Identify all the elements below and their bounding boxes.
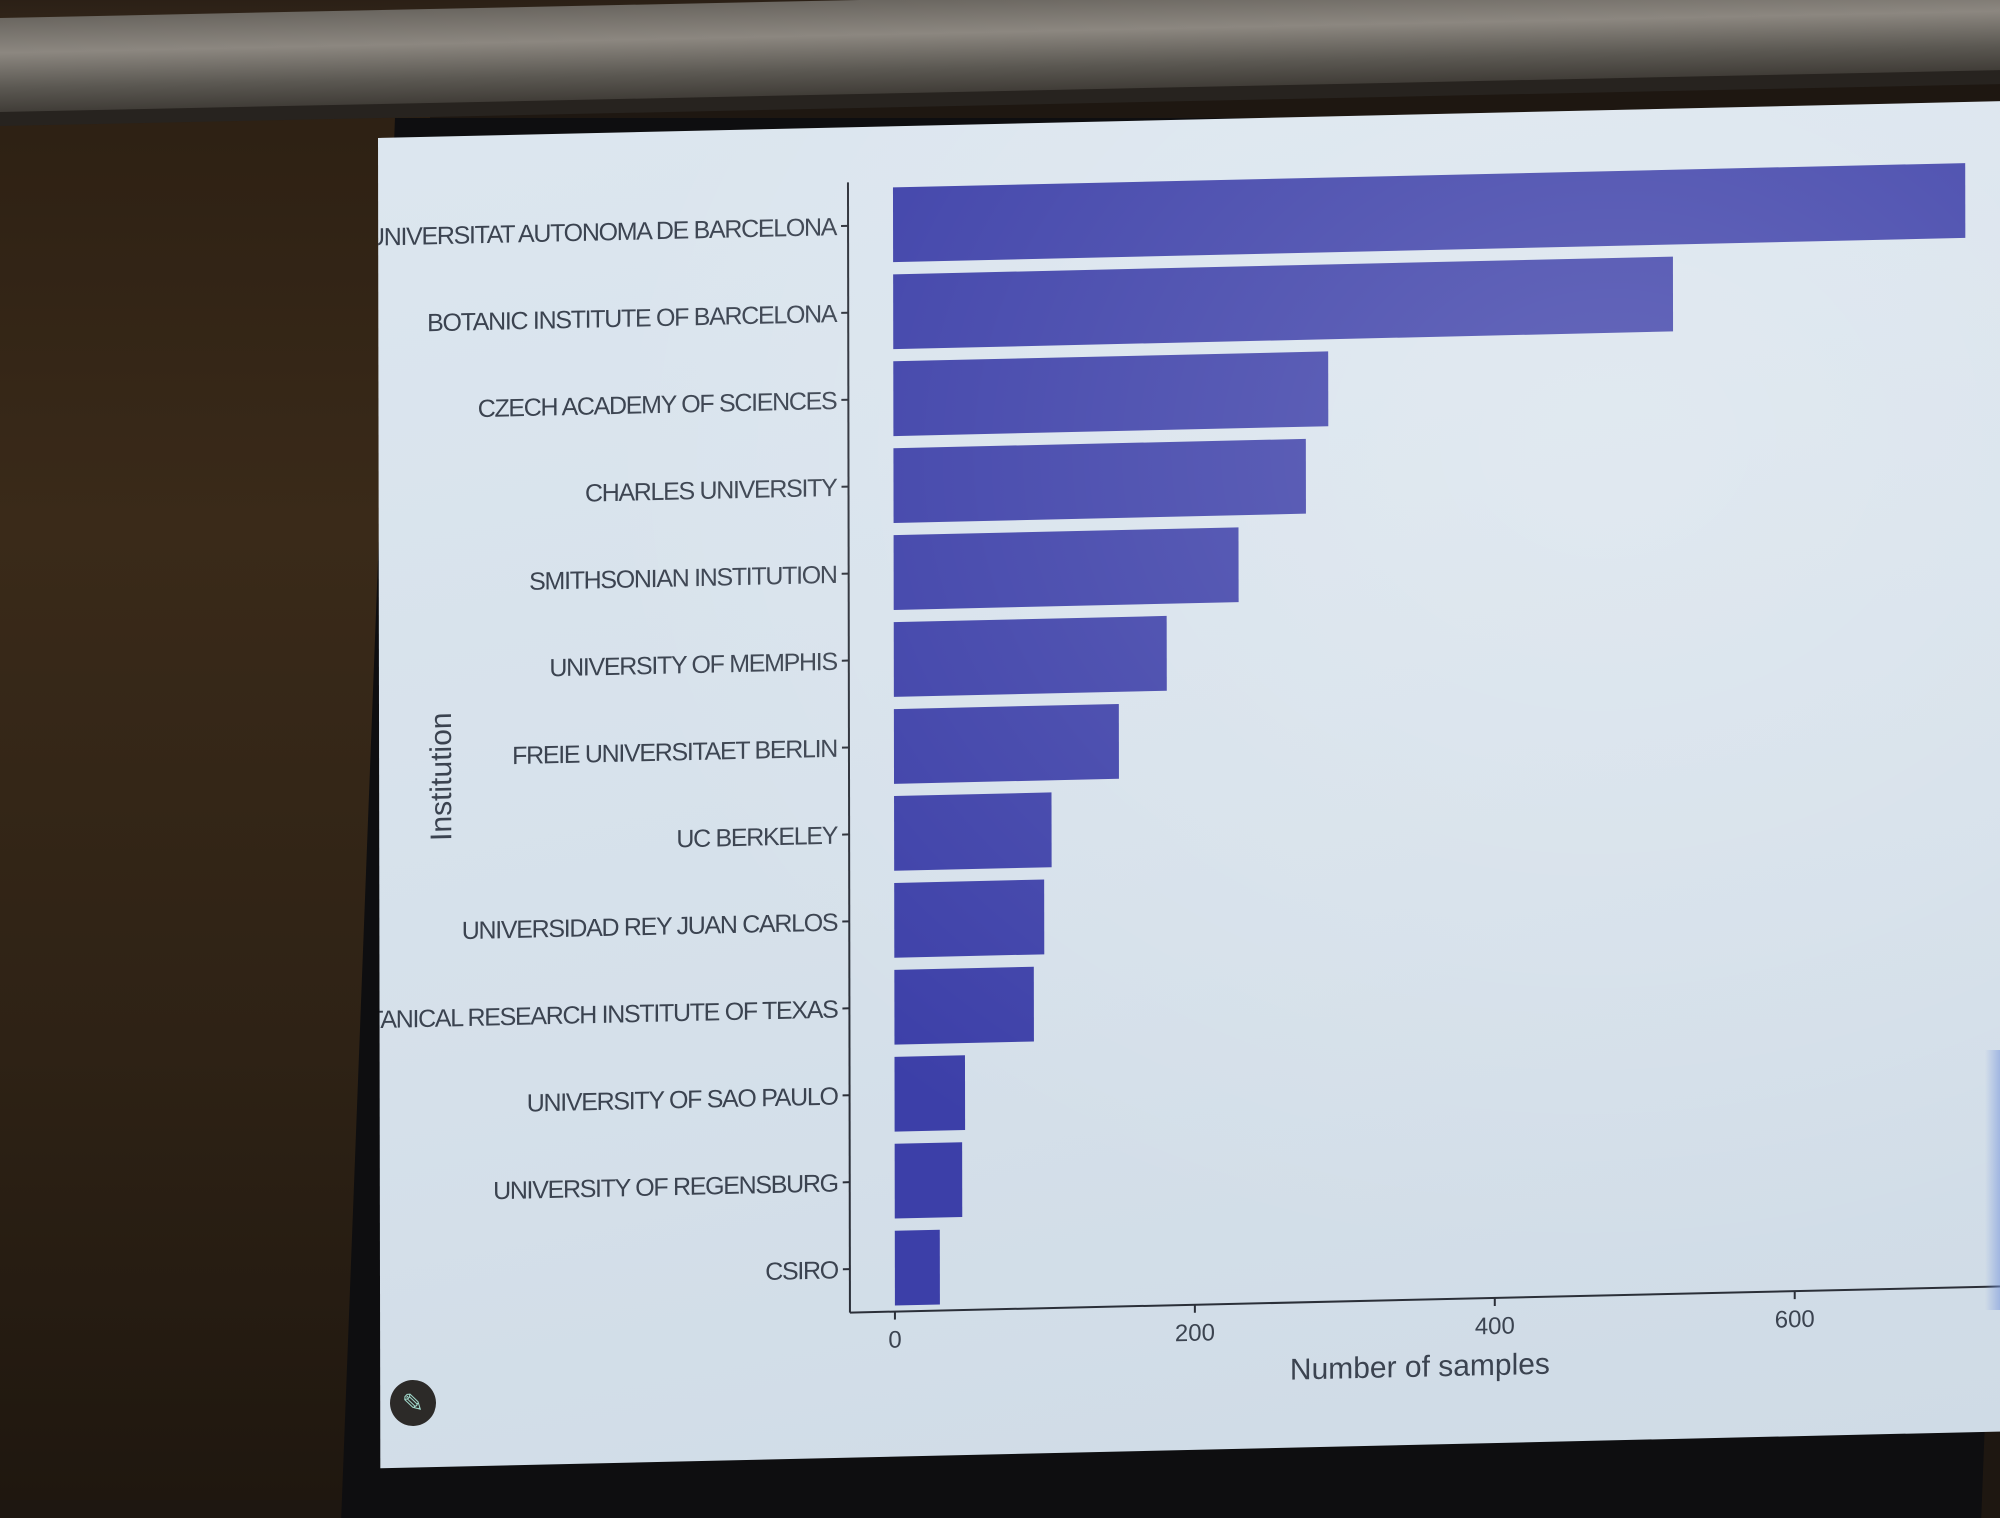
bar-9: [894, 967, 1034, 1045]
y-tick-label: UC BERKELEY: [676, 822, 838, 854]
y-tick-label: UNIVERSITAT AUTONOMA DE BARCELONA: [378, 213, 838, 252]
x-ticks: 0 200 400 600: [888, 1291, 1815, 1354]
bar-6: [894, 704, 1119, 784]
bar-1: [893, 257, 1673, 349]
bar-10: [894, 1055, 965, 1131]
bar-12: [895, 1230, 940, 1306]
y-tick-label: UNIVERSITY OF SAO PAULO: [527, 1082, 839, 1117]
bar-7: [894, 792, 1052, 870]
y-tick-label: UNIVERSITY OF MEMPHIS: [549, 648, 837, 683]
y-tick-label: CHARLES UNIVERSITY: [585, 474, 838, 508]
y-tick-label: UNIVERSIDAD REY JUAN CARLOS: [462, 909, 838, 946]
y-tick-label: CZECH ACADEMY OF SCIENCES: [478, 387, 837, 423]
x-tick-label: 400: [1475, 1313, 1515, 1341]
bar-4: [894, 527, 1239, 610]
bar-11: [895, 1142, 963, 1218]
bars-group: [893, 163, 1967, 1305]
x-axis-title: Number of samples: [1290, 1348, 1550, 1387]
y-tick-label: FREIE UNIVERSITAET BERLIN: [512, 735, 837, 770]
bar-2: [893, 351, 1328, 436]
y-tick-label: UNIVERSITY OF REGENSBURG: [493, 1169, 838, 1205]
bar-chart: UNIVERSITAT AUTONOMA DE BARCELONA BOTANIC…: [378, 101, 2000, 1468]
x-tick-label: 600: [1775, 1306, 1815, 1334]
y-tick-label: SMITHSONIAN INSTITUTION: [529, 561, 837, 596]
bar-8: [894, 880, 1044, 958]
x-tick-label: 0: [888, 1326, 901, 1353]
y-axis-line: [848, 182, 850, 1312]
bar-0: [893, 163, 1965, 262]
presentation-slide: UNIVERSITAT AUTONOMA DE BARCELONA BOTANIC…: [378, 101, 2000, 1468]
bar-3: [893, 439, 1306, 523]
screen-edge-glow: [1985, 1050, 2000, 1310]
y-axis-title: Institution: [425, 712, 458, 841]
x-tick-label: 200: [1175, 1319, 1215, 1347]
y-tick-label: CSIRO: [765, 1256, 839, 1286]
bar-5: [894, 616, 1167, 697]
y-tick-label: BOTANIC INSTITUTE OF BARCELONA: [427, 300, 838, 337]
y-tick-label: BOTANICAL RESEARCH INSTITUTE OF TEXAS: [378, 996, 838, 1035]
pencil-icon: ✎: [402, 1390, 424, 1416]
x-axis-line: [850, 1286, 2000, 1313]
